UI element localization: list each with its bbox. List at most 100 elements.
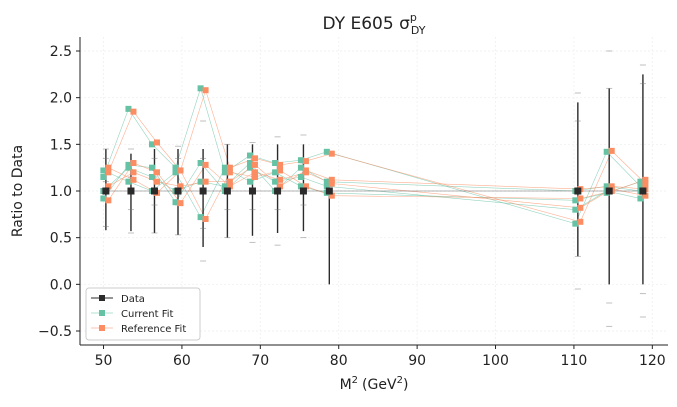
x-tick-label-5: 100 (482, 353, 509, 369)
x-axis-label-unit-close: ) (403, 377, 408, 393)
current-fit-point-3-4 (197, 178, 204, 185)
legend-item-current-fit: Current Fit (91, 309, 174, 320)
reference-fit-point-2-7 (277, 167, 284, 174)
current-fit-point-3-9 (323, 178, 330, 185)
reference-fit-point-1-0 (105, 197, 112, 204)
reference-fit-line-0 (108, 89, 646, 223)
current-fit-point-2-4 (197, 214, 204, 221)
current-fit-point-0-1 (125, 105, 132, 112)
current-fit-point-2-6 (246, 178, 253, 185)
legend-marker-reference-fit (99, 325, 105, 331)
data-point-7 (274, 187, 282, 195)
reference-fit-point-2-9 (328, 192, 335, 199)
current-fit-point-1-0 (100, 195, 107, 202)
reference-fit-point-1-6 (251, 169, 258, 176)
x-ticks: 50 60 70 80 90 100 110 120 (95, 345, 666, 369)
y-tick-label-2: 0.5 (50, 231, 72, 247)
current-fit-point-1-4 (197, 160, 204, 166)
current-fit-point-1-6 (246, 164, 253, 171)
x-tick-label-4: 90 (408, 353, 426, 369)
data-point-12 (639, 187, 647, 195)
current-fit-line-2 (103, 167, 641, 218)
reference-fit-point-0-9 (328, 150, 335, 157)
current-fit-point-0-0 (100, 174, 107, 180)
reference-fit-point-1-4 (202, 161, 209, 168)
current-fit-point-2-1 (125, 178, 132, 185)
current-fit-point-1-2 (148, 164, 155, 171)
data-point-4 (199, 187, 207, 195)
current-fit-point-2-8 (297, 183, 304, 190)
current-fit-point-0-9 (323, 148, 330, 155)
reference-fit-point-0-11 (608, 147, 615, 154)
reference-fit-point-3-8 (302, 167, 309, 174)
reference-fit-point-2-5 (226, 169, 233, 176)
reference-fit-point-3-0 (105, 183, 112, 190)
current-fit-point-0-7 (272, 160, 279, 166)
fit-lines (103, 87, 646, 225)
legend-item-data: Data (91, 294, 145, 305)
x-tick-label-3: 80 (330, 353, 348, 369)
reference-fit-point-2-4 (202, 216, 209, 222)
current-fit-point-1-7 (272, 178, 279, 185)
reference-fit-point-0-1 (130, 108, 137, 115)
data-point-6 (248, 187, 256, 195)
reference-fit-point-1-7 (277, 176, 284, 183)
x-tick-label-6: 110 (561, 353, 588, 369)
reference-fit-point-1-3 (177, 200, 184, 207)
reference-fit-line-1 (108, 162, 646, 209)
current-fit-point-0-4 (197, 85, 204, 92)
reference-fit-point-1-5 (226, 183, 233, 190)
reference-fit-line-3 (108, 164, 646, 190)
legend-marker-data (99, 295, 105, 301)
x-axis-label-main: M (340, 377, 352, 393)
markers (100, 85, 649, 227)
reference-fit-point-1-2 (153, 169, 160, 176)
legend-box (85, 287, 201, 341)
legend-label-data: Data (121, 294, 145, 305)
data-point-9 (325, 187, 333, 195)
current-fit-point-0-11 (603, 148, 610, 155)
current-fit-point-1-3 (172, 199, 179, 206)
reference-fit-point-3-9 (328, 176, 335, 183)
reference-fit-point-3-2 (153, 178, 160, 185)
x-tick-label-7: 120 (639, 353, 666, 369)
current-fit-point-2-12 (637, 178, 644, 185)
data-point-0 (102, 187, 110, 195)
data-point-3 (174, 187, 182, 195)
data-point-1 (127, 187, 135, 195)
reference-fit-line-2 (108, 167, 646, 220)
reference-fit-point-2-8 (302, 183, 309, 190)
x-axis-label-unit: (GeV (362, 377, 397, 393)
y-tick-label-3: 1.0 (50, 184, 72, 200)
current-fit-point-0-2 (148, 141, 155, 148)
reference-fit-point-3-1 (130, 169, 137, 176)
current-fit-point-2-0 (100, 167, 107, 174)
y-tick-label-6: 2.5 (50, 44, 72, 60)
chart-title: DY E605 σp DY (323, 11, 426, 37)
y-axis-label: Ratio to Data (10, 145, 26, 237)
current-fit-point-1-10 (572, 206, 579, 213)
reference-fit-point-0-5 (226, 164, 233, 171)
current-fit-point-3-5 (221, 183, 228, 190)
y-tick-label-4: 1.5 (50, 137, 72, 153)
reference-fit-point-2-3 (177, 167, 184, 174)
reference-fit-point-0-4 (202, 87, 209, 94)
current-fit-point-0-6 (246, 152, 253, 159)
data-point-8 (299, 187, 307, 195)
legend-label-current-fit: Current Fit (121, 309, 174, 320)
current-fit-point-3-1 (125, 164, 132, 171)
reference-fit-point-2-6 (251, 174, 258, 180)
current-fit-point-1-12 (637, 195, 644, 202)
reference-fit-point-0-2 (153, 139, 160, 146)
legend: Data Current Fit Reference Fit (85, 287, 201, 341)
current-fit-point-0-3 (172, 164, 179, 171)
reference-fit-point-0-7 (277, 161, 284, 168)
current-fit-point-1-8 (297, 174, 304, 180)
reference-fit-point-3-3 (177, 183, 184, 190)
reference-fit-point-2-12 (642, 176, 649, 183)
reference-fit-point-1-12 (642, 192, 649, 199)
chart-title-sub: DY (411, 24, 426, 37)
current-fit-point-0-5 (221, 169, 228, 176)
current-fit-point-3-2 (148, 174, 155, 180)
